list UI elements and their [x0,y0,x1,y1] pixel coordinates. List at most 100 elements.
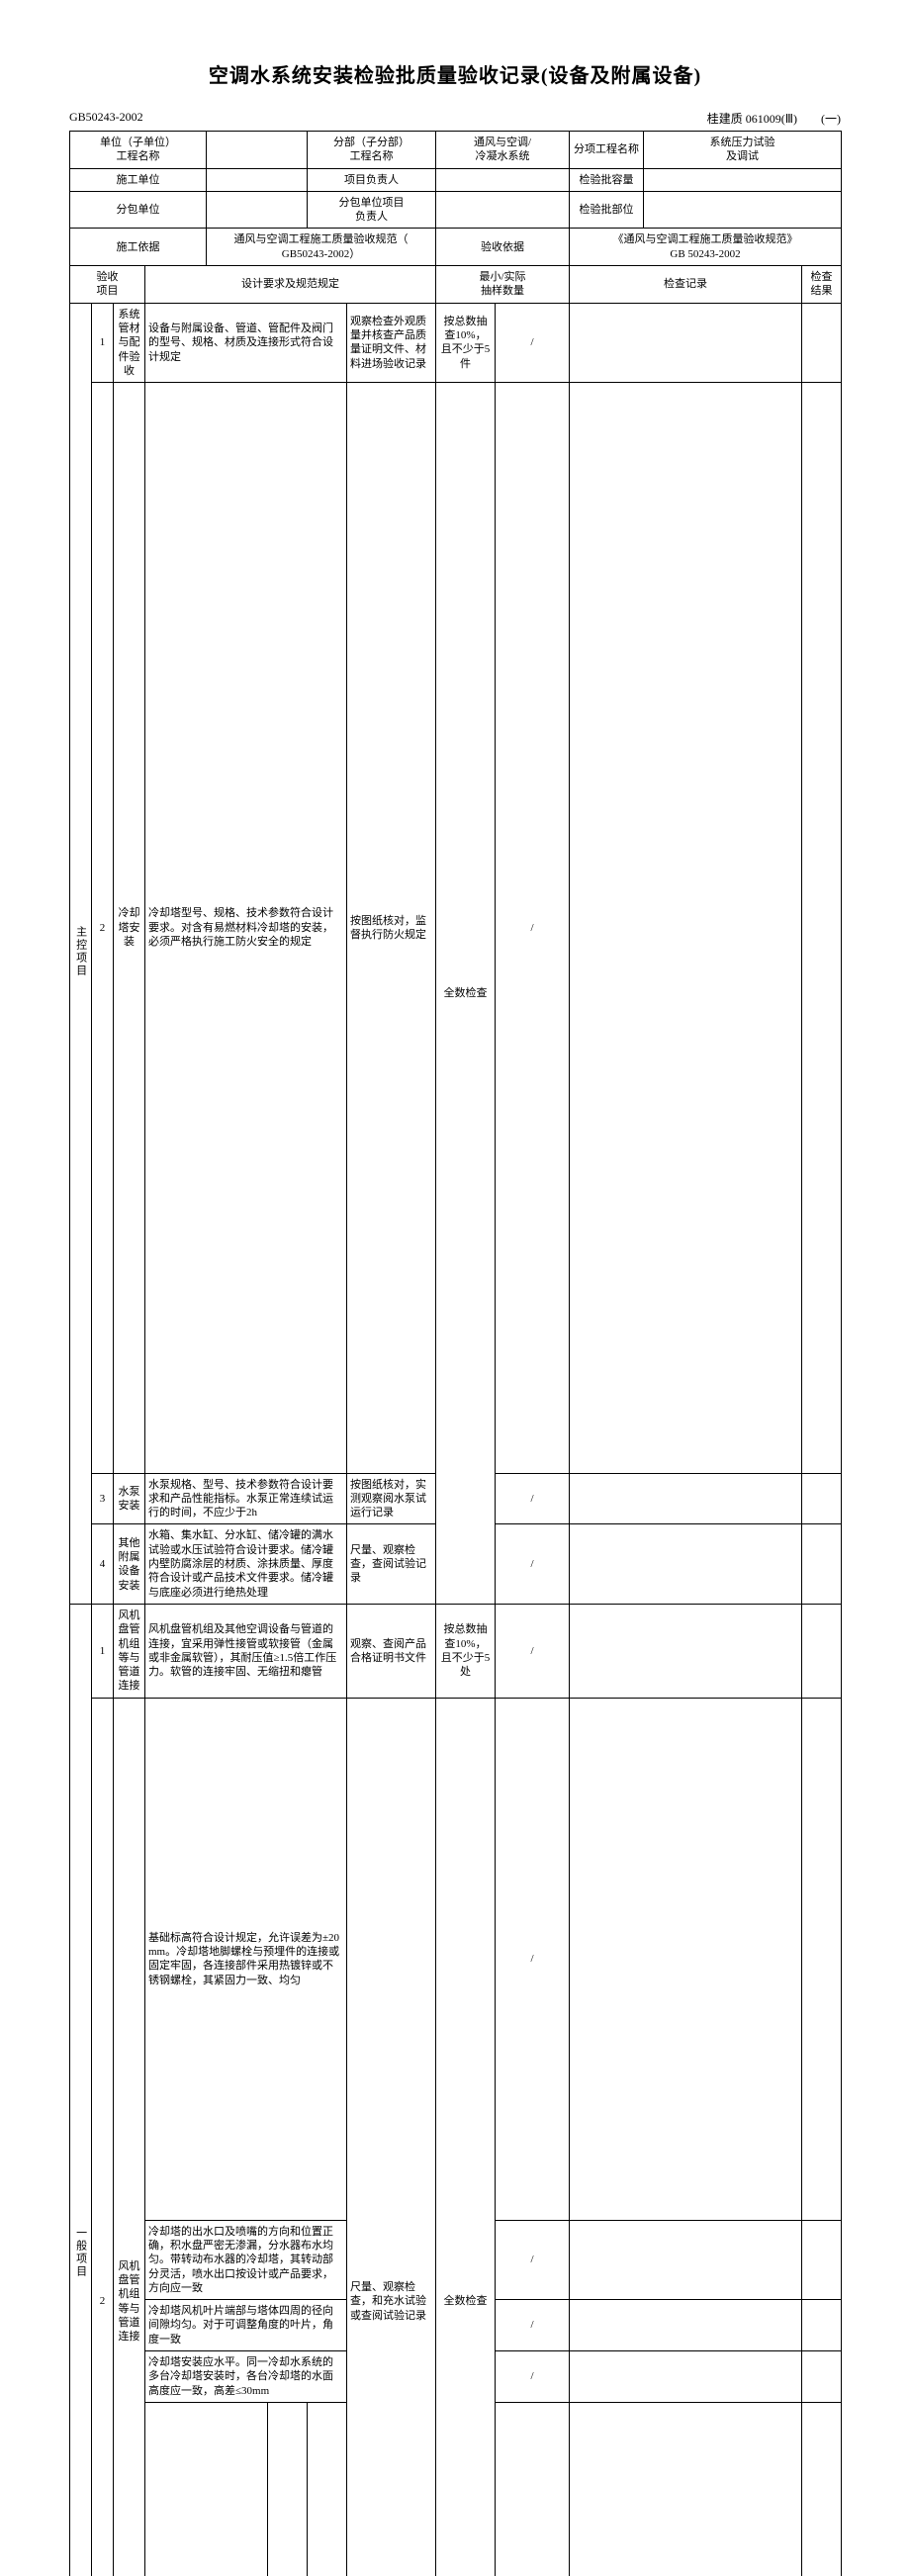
hdr-row-4: 施工依据 通风与空调工程施工质量验收规范（GB50243-2002） 验收依据 … [70,229,842,266]
batch-loc-val [644,191,842,229]
zk-3-check [570,1473,802,1524]
form-table: 单位（子单位）工程名称 分部（子分部）工程名称 通风与空调/冷凝水系统 分项工程… [69,131,842,2576]
yb-2a-desc: 基础标高符合设计规定，允许误差为±20mm。冷却塔地脚螺栓与预埋件的连接或固定牢… [145,1698,347,2220]
hdr-row-2: 施工单位 项目负责人 检验批容量 [70,168,842,191]
zk-3-record: / [496,1473,570,1524]
zk-2-check [570,383,802,1473]
sub-unit-label: 分包单位 [70,191,207,229]
yb-2c-desc: 冷却塔风机叶片端部与塔体四周的径向间隙均匀。对于可调整角度的叶片，角度一致 [145,2300,347,2351]
sub-item-val: 系统压力试验及调试 [644,132,842,169]
zk-1-check [570,303,802,382]
hdr-row-3: 分包单位 分包单位项目负责人 检验批部位 [70,191,842,229]
zk-2-desc: 冷却塔型号、规格、技术参数符合设计要求。对含有易燃材料冷却塔的安装，必须严格执行… [145,383,347,1473]
build-basis-label: 施工依据 [70,229,207,266]
build-basis-val: 通风与空调工程施工质量验收规范（GB50243-2002） [207,229,436,266]
zk-1-name: 系统管材与配件验收 [114,303,145,382]
meta-row: GB50243-2002 桂建质 061009(Ⅲ) (一) [69,110,841,127]
accept-basis-val: 《通风与空调工程施工质量验收规范》GB 50243-2002 [570,229,842,266]
yb-1-method: 观察、查阅产品合格证明书文件 [347,1604,436,1698]
yb-2c-record: / [496,2300,570,2351]
zk-2-num: 2 [92,383,114,1473]
sub-unit-val [207,191,308,229]
yb-2c-check [570,2300,802,2351]
yb-2b-desc: 冷却塔的出水口及喷嘴的方向和位置正确，积水盘严密无渗漏，分水器布水均匀。带转动布… [145,2220,347,2299]
yb-2e-name: 水平度 [268,2402,308,2576]
yb-2e-check [570,2402,802,2576]
yb-2b-result [802,2220,842,2299]
yb-2a-record: / [496,1698,570,2220]
zk-2-result [802,383,842,1473]
yb-row-2a: 2 风机盘管机组等与管道连接 基础标高符合设计规定，允许误差为±20mm。冷却塔… [70,1698,842,2220]
zk-4-desc: 水箱、集水缸、分水缸、储冷罐的满水试验或水压试验符合设计要求。储冷罐内壁防腐涂层… [145,1524,347,1604]
zk-1-record: / [496,303,570,382]
zk-1-sample: 按总数抽查10%，且不少于5件 [436,303,496,382]
div-name-label: 分部（子分部）工程名称 [308,132,436,169]
zk-row-2: 2 冷却塔安装 冷却塔型号、规格、技术参数符合设计要求。对含有易燃材料冷却塔的安… [70,383,842,1473]
result-label: 检查结果 [802,266,842,304]
zk-rest-sample: 全数检查 [436,383,496,1605]
yb-2d-desc: 冷却塔安装应水平。同一冷却水系统的多台冷却塔安装时，各台冷却塔的水面高度应一致，… [145,2351,347,2403]
yb-2-tol-label: 单台冷却塔安装允许偏差（‰） [145,2402,268,2576]
zk-2-method: 按图纸核对，监督执行防火规定 [347,383,436,1473]
construction-unit-label: 施工单位 [70,168,207,191]
yb-1-num: 1 [92,1604,114,1698]
accept-basis-label: 验收依据 [436,229,570,266]
yb-2c-result [802,2300,842,2351]
yb-1-desc: 风机盘管机组及其他空调设备与管道的连接，宜采用弹性接管或软接管（金属或非金属软管… [145,1604,347,1698]
construction-unit-val [207,168,308,191]
zk-1-method: 观察检查外观质量并核查产品质量证明文件、材料进场验收记录 [347,303,436,382]
yb-1-record: / [496,1604,570,1698]
yb-2a-result [802,1698,842,2220]
hdr-row-1: 单位（子单位）工程名称 分部（子分部）工程名称 通风与空调/冷凝水系统 分项工程… [70,132,842,169]
zk-1-desc: 设备与附属设备、管道、管配件及阀门的型号、规格、材质及连接形式符合设计规定 [145,303,347,382]
yb-2e-result [802,2402,842,2576]
div-name-val: 通风与空调/冷凝水系统 [436,132,570,169]
record-label: 检查记录 [570,266,802,304]
zk-2-record: / [496,383,570,1473]
yb-2-name: 风机盘管机组等与管道连接 [114,1698,145,2576]
sub-pm-label: 分包单位项目负责人 [308,191,436,229]
zk-4-check [570,1524,802,1604]
sample-qty-label: 最小/实际抽样数量 [436,266,570,304]
zk-4-result [802,1524,842,1604]
zk-3-result [802,1473,842,1524]
zk-1-result [802,303,842,382]
hdr-row-5: 验收项目 设计要求及规范规定 最小/实际抽样数量 检查记录 检查结果 [70,266,842,304]
zk-3-num: 3 [92,1473,114,1524]
yb-1-result [802,1604,842,1698]
zk-2-name: 冷却塔安装 [114,383,145,1473]
zk-4-name: 其他附属设备安装 [114,1524,145,1604]
yb-section-label: 一般项目 [70,1604,92,2576]
yb-2e-record: / [496,2402,570,2576]
yb-2d-check [570,2351,802,2403]
sub-item-label: 分项工程名称 [570,132,644,169]
yb-2-num: 2 [92,1698,114,2576]
yb-2d-record: / [496,2351,570,2403]
pm-label: 项目负责人 [308,168,436,191]
zk-1-num: 1 [92,303,114,382]
code-right: 桂建质 061009(Ⅲ) (一) [707,110,841,127]
page-title: 空调水系统安装检验批质量验收记录(设备及附属设备) [69,59,841,88]
batch-size-val [644,168,842,191]
zk-4-record: / [496,1524,570,1604]
design-req-label: 设计要求及规范规定 [145,266,436,304]
yb-2-method: 尺量、观察检查，和充水试验或查阅试验记录 [347,1698,436,2576]
unit-name-label: 单位（子单位）工程名称 [70,132,207,169]
batch-loc-label: 检验批部位 [570,191,644,229]
yb-1-check [570,1604,802,1698]
zk-section-label: 主控项目 [70,303,92,1604]
sub-pm-val [436,191,570,229]
yb-2a-check [570,1698,802,2220]
pm-val [436,168,570,191]
code-left: GB50243-2002 [69,110,143,127]
yb-2-tol-val: 2 [308,2402,347,2576]
page: 空调水系统安装检验批质量验收记录(设备及附属设备) GB50243-2002 桂… [69,59,841,2576]
check-item-label: 验收项目 [70,266,145,304]
zk-4-method: 尺量、观察检查，查阅试验记录 [347,1524,436,1604]
zk-row-1: 主控项目 1 系统管材与配件验收 设备与附属设备、管道、管配件及阀门的型号、规格… [70,303,842,382]
yb-2d-result [802,2351,842,2403]
yb-1-sample: 按总数抽查10%，且不少于5处 [436,1604,496,1698]
zk-3-name: 水泵安装 [114,1473,145,1524]
zk-4-num: 4 [92,1524,114,1604]
yb-2b-check [570,2220,802,2299]
